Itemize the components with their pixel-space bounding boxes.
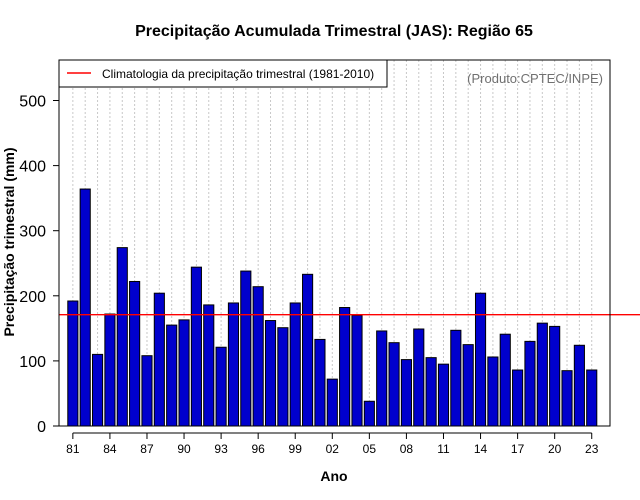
bar-2012 (450, 329, 462, 427)
y-axis-label: Precipitação trimestral (mm) (1, 147, 17, 336)
x-tick-label: 87 (140, 442, 154, 456)
bar-1997 (264, 320, 277, 427)
bar-2002 (326, 378, 338, 427)
chart-title: Precipitação Acumulada Trimestral (JAS):… (135, 23, 533, 40)
legend-box (58, 59, 388, 88)
y-tick-label: 400 (19, 159, 46, 176)
x-tick-label: 08 (400, 442, 414, 456)
bar-1993 (215, 346, 227, 427)
bar-2016 (499, 333, 511, 427)
bars (67, 188, 598, 427)
x-tick-label: 90 (177, 442, 191, 456)
bar-2006 (376, 330, 388, 427)
x-tick-label: 81 (66, 442, 80, 456)
bar-1985 (116, 247, 128, 427)
bar-2007 (388, 342, 400, 427)
bar-2011 (437, 363, 450, 427)
x-tick-label: 96 (251, 442, 265, 456)
y-tick-label: 300 (19, 224, 46, 241)
bar-2021 (561, 370, 573, 427)
y-tick-label: 500 (19, 94, 46, 111)
bar-2013 (462, 344, 474, 427)
x-tick-label: 99 (289, 442, 303, 456)
bar-1986 (129, 280, 141, 427)
bar-1996 (252, 286, 264, 427)
bar-2009 (413, 328, 425, 427)
bar-1994 (227, 302, 240, 427)
bar-2008 (400, 359, 412, 427)
bar-2015 (487, 356, 499, 427)
bar-2022 (573, 344, 585, 427)
y-tick-label: 100 (19, 354, 46, 371)
bar-1988 (153, 292, 165, 427)
source-label: (Produto:CPTEC/INPE) (467, 71, 603, 86)
y-tick-label: 0 (37, 419, 46, 436)
bar-2014 (474, 292, 487, 427)
bar-1987 (141, 355, 153, 427)
bar-1981 (67, 300, 79, 427)
x-tick-label: 93 (214, 442, 228, 456)
legend: Climatologia da precipitação trimestral … (58, 59, 388, 88)
x-axis: 81 84 87 90 93 96 99 02 05 08 11 14 17 20 23 (66, 432, 599, 456)
bar-2010 (425, 357, 437, 427)
legend-label: Climatologia da precipitação trimestral … (102, 67, 374, 81)
bar-1992 (203, 304, 215, 427)
bar-1989 (166, 324, 178, 427)
bar-1995 (240, 270, 252, 427)
bar-2020 (549, 325, 561, 427)
bar-1991 (190, 266, 202, 427)
x-tick-label: 02 (326, 442, 340, 456)
bar-2003 (339, 307, 351, 427)
bar-2005 (363, 400, 375, 427)
bar-1983 (91, 353, 104, 427)
bar-2018 (524, 340, 536, 427)
bar-1999 (289, 302, 301, 427)
y-tick-label: 200 (19, 289, 46, 306)
bar-2004 (351, 314, 363, 427)
bar-2001 (314, 338, 326, 427)
x-tick-label: 84 (103, 442, 117, 456)
x-tick-label: 23 (585, 442, 599, 456)
bar-1998 (277, 327, 289, 427)
x-tick-label: 17 (511, 442, 525, 456)
bar-2019 (536, 322, 548, 427)
x-tick-label: 20 (548, 442, 562, 456)
bar-1990 (178, 319, 190, 427)
bar-1984 (104, 313, 116, 427)
bar-2000 (302, 273, 314, 427)
x-tick-label: 05 (363, 442, 377, 456)
bar-2023 (586, 369, 598, 427)
bar-1982 (79, 188, 91, 427)
x-tick-label: 11 (437, 442, 450, 456)
bar-2017 (512, 369, 524, 427)
y-axis: 0 100 200 300 400 500 (19, 94, 60, 436)
x-axis-label: Ano (320, 468, 347, 484)
x-tick-label: 14 (474, 442, 488, 456)
